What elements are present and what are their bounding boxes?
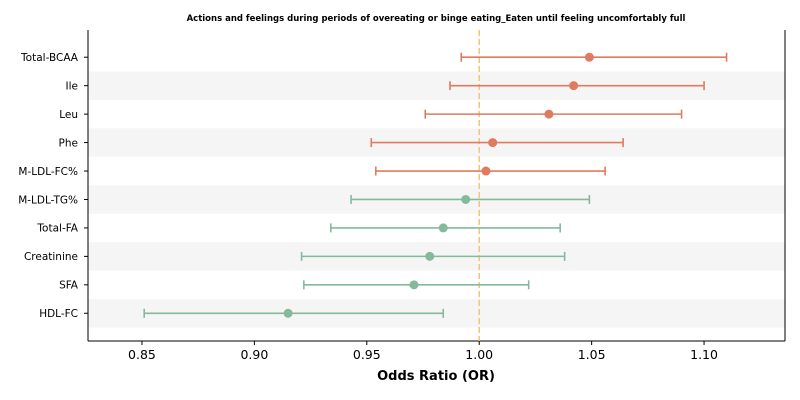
x-tick-label: 0.90 xyxy=(240,347,268,362)
forest-row: Creatinine xyxy=(24,251,566,263)
chart-title: Actions and feelings during periods of o… xyxy=(187,14,686,24)
x-tick-label: 0.95 xyxy=(353,347,381,362)
x-axis-ticks: 0.85 0.90 0.95 1.00 1.05 1.10 xyxy=(128,341,718,362)
row-label: Ile xyxy=(66,80,78,92)
forest-row: Leu xyxy=(59,109,683,121)
row-label: M-LDL-TG% xyxy=(18,194,78,206)
x-axis-label: Odds Ratio (OR) xyxy=(377,369,495,384)
odds-ratio-point xyxy=(584,52,594,62)
odds-ratio-point xyxy=(425,251,435,261)
forest-row: Ile xyxy=(66,80,705,92)
odds-ratio-point xyxy=(461,194,471,204)
row-label: M-LDL-FC% xyxy=(18,166,78,178)
forest-row: M-LDL-FC% xyxy=(18,166,606,178)
x-tick-label: 1.05 xyxy=(578,347,606,362)
row-label: HDL-FC xyxy=(39,308,78,320)
forest-row: Phe xyxy=(59,137,624,149)
x-tick-label: 1.10 xyxy=(690,347,718,362)
odds-ratio-point xyxy=(569,81,579,91)
odds-ratio-point xyxy=(544,109,554,119)
forest-rows: Total-BCAA Ile Leu Phe M-LDL-FC% M-LDL-TG% Tot… xyxy=(18,52,728,320)
x-tick-label: 1.00 xyxy=(465,347,493,362)
forest-row: SFA xyxy=(59,280,530,292)
forest-row: Total-FA xyxy=(36,223,561,235)
row-label: Leu xyxy=(59,109,78,121)
x-tick-label: 0.85 xyxy=(128,347,156,362)
odds-ratio-point xyxy=(409,280,419,290)
odds-ratio-point xyxy=(488,138,498,148)
row-label: Phe xyxy=(59,137,78,149)
row-label: Total-FA xyxy=(36,223,78,235)
row-label: SFA xyxy=(59,280,79,292)
forest-row: Total-BCAA xyxy=(20,52,728,64)
odds-ratio-point xyxy=(481,166,491,176)
forest-row: HDL-FC xyxy=(39,308,445,320)
row-label: Total-BCAA xyxy=(20,52,79,64)
row-label: Creatinine xyxy=(24,251,78,263)
forest-row: M-LDL-TG% xyxy=(18,194,591,206)
odds-ratio-point xyxy=(283,308,293,318)
odds-ratio-point xyxy=(438,223,448,233)
